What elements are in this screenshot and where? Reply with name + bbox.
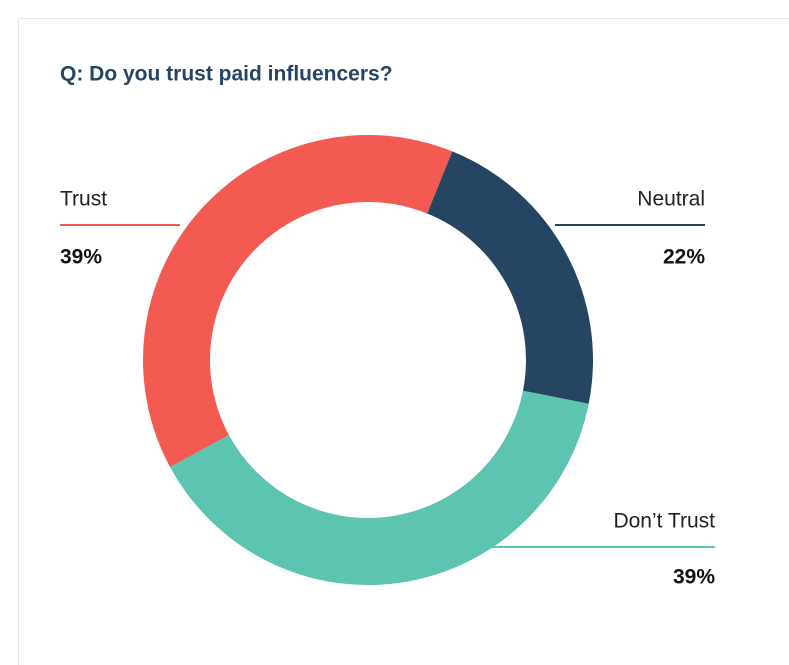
value-label: 39% — [673, 566, 715, 589]
category-label: Trust — [60, 188, 107, 211]
value-label: 22% — [663, 246, 705, 269]
category-label: Neutral — [637, 188, 705, 211]
category-label: Don’t Trust — [613, 510, 715, 533]
donut-segment — [170, 390, 589, 586]
chart-title: Q: Do you trust paid influencers? — [60, 63, 393, 86]
donut-segment — [427, 151, 593, 404]
value-label: 39% — [60, 246, 102, 269]
donut-segment — [143, 135, 453, 468]
